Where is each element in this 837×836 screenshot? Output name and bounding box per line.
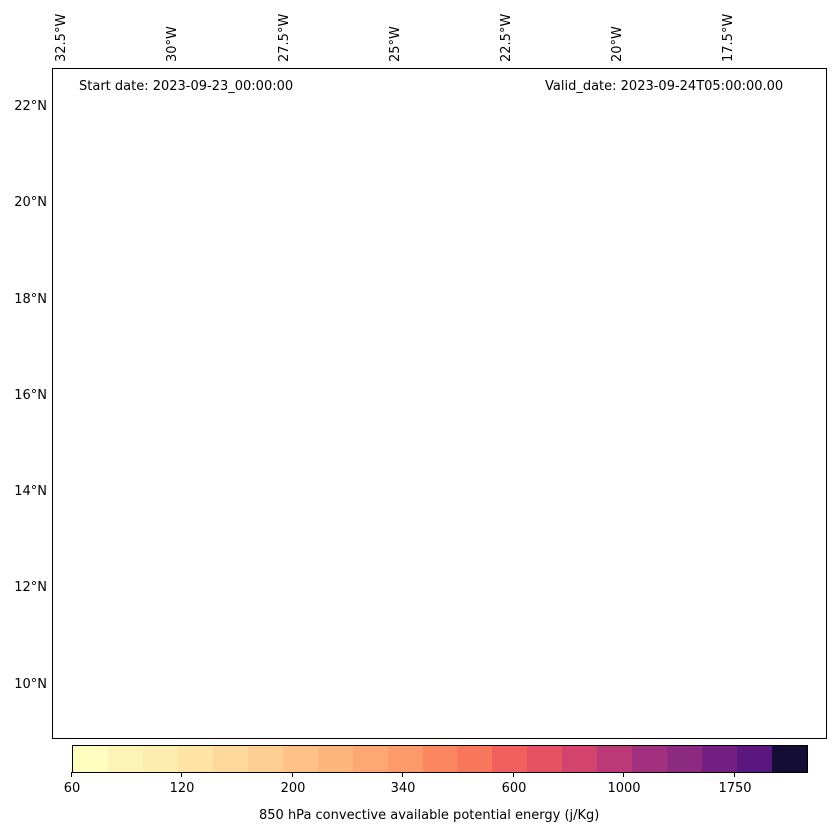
- colorbar-segment: [317, 746, 353, 772]
- colorbar-segment: [772, 746, 808, 772]
- colorbar-segment: [527, 746, 563, 772]
- colorbar-segment: [667, 746, 703, 772]
- lat-label-20n: 20°N: [14, 195, 47, 210]
- colorbar-segment: [352, 746, 388, 772]
- colorbar-tick-label-120: 120: [169, 781, 195, 796]
- lon-label-27-5w: 27.5°W: [277, 13, 292, 62]
- colorbar-label: 850 hPa convective available potential e…: [259, 808, 600, 823]
- colorbar-tick: [71, 772, 72, 777]
- lon-label-25w: 25°W: [388, 26, 403, 62]
- colorbar-segment: [702, 746, 738, 772]
- colorbar-tick-label-1000: 1000: [607, 781, 641, 796]
- lon-label-32-5w: 32.5°W: [54, 13, 69, 62]
- lat-label-14n: 14°N: [14, 484, 47, 499]
- colorbar-tick-label-600: 600: [501, 781, 527, 796]
- map-frame: [52, 68, 827, 739]
- colorbar-tick: [513, 772, 514, 777]
- start-date-label: Start date: 2023-09-23_00:00:00: [79, 79, 294, 94]
- colorbar: [72, 745, 808, 773]
- colorbar-tick-label-1750: 1750: [718, 781, 752, 796]
- colorbar-segment: [422, 746, 458, 772]
- colorbar-segment: [212, 746, 248, 772]
- colorbar-tick-label-200: 200: [280, 781, 306, 796]
- valid-date-label: Valid_date: 2023-09-24T05:00:00.00: [545, 79, 784, 94]
- lon-label-17-5w: 17.5°W: [721, 13, 736, 62]
- colorbar-tick: [292, 772, 293, 777]
- colorbar-tick: [181, 772, 182, 777]
- lat-label-10n: 10°N: [14, 677, 47, 692]
- colorbar-segment: [632, 746, 668, 772]
- lat-label-18n: 18°N: [14, 292, 47, 307]
- colorbar-segment: [597, 746, 633, 772]
- lon-label-20w: 20°W: [610, 26, 625, 62]
- lon-label-22-5w: 22.5°W: [499, 13, 514, 62]
- lat-label-12n: 12°N: [14, 580, 47, 595]
- colorbar-segment: [737, 746, 773, 772]
- colorbar-segment: [247, 746, 283, 772]
- colorbar-segment: [73, 746, 108, 772]
- colorbar-segment: [562, 746, 598, 772]
- colorbar-tick-label-60: 60: [63, 781, 81, 796]
- colorbar-segment: [107, 746, 143, 772]
- colorbar-tick: [734, 772, 735, 777]
- lat-label-16n: 16°N: [14, 388, 47, 403]
- colorbar-segment: [282, 746, 318, 772]
- lat-label-22n: 22°N: [14, 99, 47, 114]
- lon-label-30w: 30°W: [165, 26, 180, 62]
- colorbar-segment: [457, 746, 493, 772]
- colorbar-segment: [177, 746, 213, 772]
- colorbar-segment: [387, 746, 423, 772]
- colorbar-tick: [402, 772, 403, 777]
- colorbar-segment: [492, 746, 528, 772]
- colorbar-tick-label-340: 340: [390, 781, 416, 796]
- colorbar-tick: [623, 772, 624, 777]
- colorbar-segment: [142, 746, 178, 772]
